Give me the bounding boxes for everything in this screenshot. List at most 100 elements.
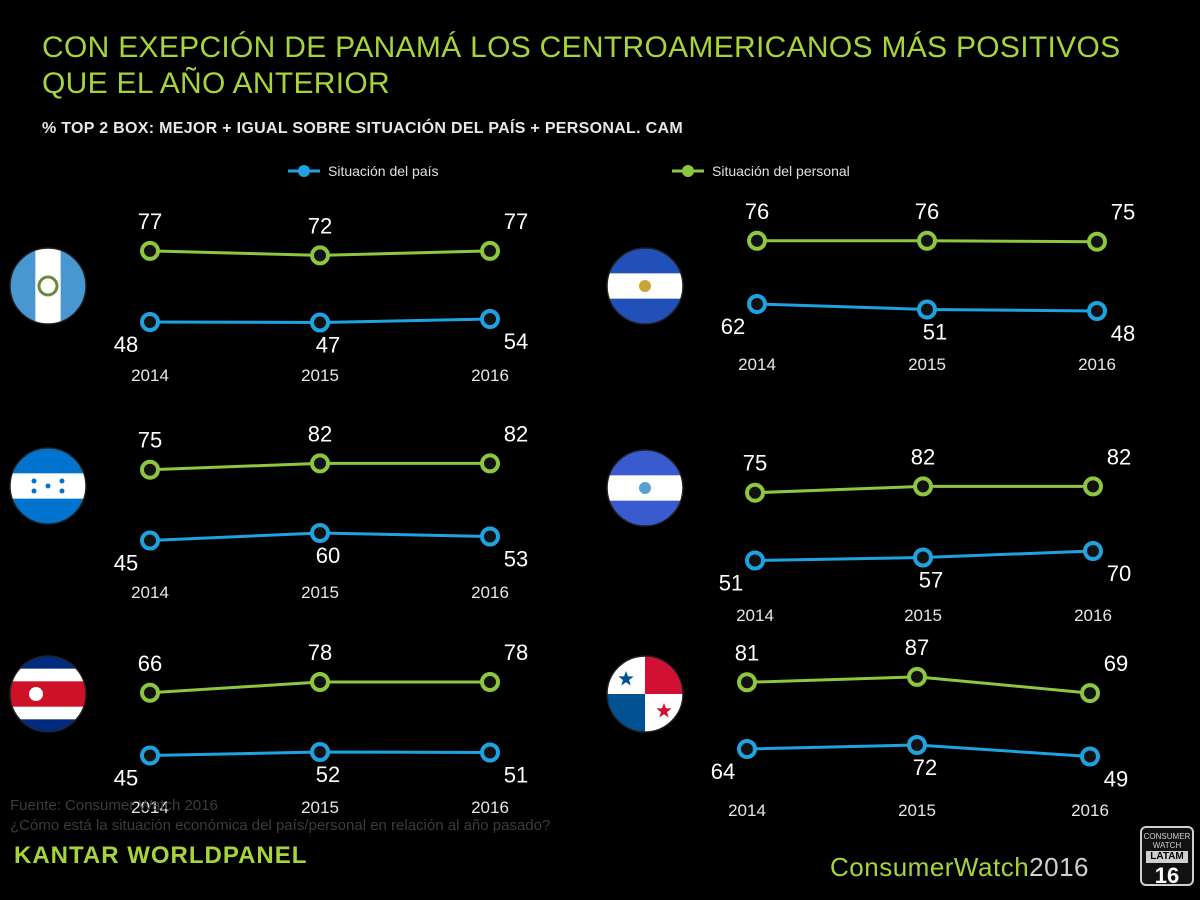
x-tick-label: 2016 [1074, 606, 1112, 625]
x-tick-label: 2014 [728, 801, 766, 820]
data-label-pais: 47 [316, 333, 340, 358]
data-point-personal [140, 240, 160, 261]
data-label-personal: 78 [504, 640, 528, 665]
legend-item-personal: Situación del personal [670, 160, 850, 182]
data-label-personal: 82 [1107, 444, 1131, 469]
data-label-pais: 45 [114, 551, 138, 576]
data-point-pais [480, 526, 500, 547]
data-point-pais [480, 742, 500, 763]
x-tick-label: 2014 [738, 355, 776, 374]
consumerwatch-logo: ConsumerWatch2016 [830, 852, 1089, 883]
data-point-personal [480, 453, 500, 474]
data-point-pais [1087, 301, 1107, 321]
data-label-personal: 77 [138, 209, 162, 234]
data-label-pais: 64 [711, 759, 735, 784]
data-point-pais [747, 294, 767, 314]
legend-label-pais: Situación del país [328, 163, 439, 179]
data-point-pais [907, 735, 927, 755]
data-point-personal [140, 459, 160, 480]
legend-marker-pais [288, 165, 320, 177]
data-point-pais [310, 742, 330, 762]
x-tick-label: 2016 [471, 366, 509, 385]
data-point-pais [140, 312, 160, 332]
data-point-personal [480, 672, 500, 692]
data-point-pais [737, 739, 757, 759]
guatemala-flag [9, 247, 87, 325]
data-label-personal: 72 [308, 213, 332, 238]
x-tick-label: 2014 [736, 606, 774, 625]
data-point-pais [917, 299, 937, 320]
kantar-logo: KANTAR WORLDPANEL [14, 842, 308, 869]
data-label-pais: 51 [504, 763, 528, 788]
data-point-pais [140, 530, 160, 551]
data-label-pais: 45 [114, 766, 138, 791]
data-label-pais: 57 [919, 568, 943, 593]
x-tick-label: 2015 [908, 355, 946, 374]
x-tick-label: 2015 [898, 801, 936, 820]
footer-question: ¿Cómo está la situación económica del pa… [10, 817, 551, 834]
data-point-personal [1083, 476, 1103, 497]
data-label-personal: 76 [915, 199, 939, 224]
data-point-pais [310, 523, 330, 543]
data-label-personal: 82 [911, 444, 935, 469]
chart-subtitle: % TOP 2 BOX: MEJOR + IGUAL SOBRE SITUACI… [42, 120, 683, 137]
x-tick-label: 2014 [131, 798, 169, 817]
data-label-personal: 69 [1104, 651, 1128, 676]
data-point-personal [1087, 231, 1107, 252]
data-label-pais: 49 [1104, 767, 1128, 792]
x-tick-label: 2014 [131, 366, 169, 385]
data-point-pais [1083, 541, 1103, 561]
data-label-pais: 53 [504, 547, 528, 572]
data-label-personal: 75 [1111, 200, 1135, 225]
chart-title: CON EXEPCIÓN DE PANAMÁ LOS CENTROAMERICA… [42, 31, 1121, 100]
legend-item-pais: Situación del país [286, 160, 439, 182]
consumerwatch-year: 2016 [1029, 852, 1089, 882]
nicaragua-flag [606, 449, 684, 527]
x-tick-label: 2015 [301, 583, 339, 602]
data-point-personal [140, 682, 160, 703]
data-label-personal: 82 [504, 421, 528, 446]
data-label-pais: 54 [504, 329, 528, 354]
data-label-pais: 62 [721, 314, 745, 339]
data-label-pais: 70 [1107, 561, 1131, 586]
data-label-personal: 87 [905, 635, 929, 660]
data-point-personal [1080, 683, 1100, 704]
data-label-personal: 81 [735, 640, 759, 665]
footer-source: Fuente: Consumer Watch 2016 [10, 797, 218, 814]
data-label-personal: 77 [504, 209, 528, 234]
x-tick-label: 2016 [471, 583, 509, 602]
x-tick-label: 2016 [1071, 801, 1109, 820]
honduras-flag [9, 447, 87, 525]
data-label-personal: 78 [308, 640, 332, 665]
x-tick-label: 2015 [904, 606, 942, 625]
data-label-pais: 72 [913, 755, 937, 780]
data-label-pais: 51 [719, 571, 743, 596]
data-point-personal [310, 245, 330, 266]
consumerwatch-name: ConsumerWatch [830, 852, 1030, 882]
data-label-pais: 60 [316, 543, 340, 568]
badge-number: 16 [1154, 863, 1180, 888]
latam-badge: CONSUMER WATCH LATAM 16 [1140, 826, 1194, 888]
data-point-personal [737, 672, 757, 693]
x-tick-label: 2015 [301, 798, 339, 817]
badge-mid-text: LATAM [1146, 851, 1188, 863]
panama-flag [606, 655, 684, 733]
data-point-personal [747, 230, 767, 251]
data-point-personal [913, 476, 933, 497]
data-label-personal: 75 [138, 428, 162, 453]
data-point-personal [917, 230, 937, 251]
el-salvador-flag [606, 247, 684, 325]
data-label-personal: 66 [138, 651, 162, 676]
data-label-personal: 76 [745, 199, 769, 224]
data-point-personal [480, 240, 500, 261]
data-label-pais: 51 [923, 320, 947, 345]
data-point-pais [140, 745, 160, 766]
data-point-personal [745, 482, 765, 503]
x-tick-label: 2015 [301, 366, 339, 385]
legend-label-personal: Situación del personal [712, 163, 850, 179]
x-tick-label: 2016 [471, 798, 509, 817]
data-point-personal [310, 672, 330, 692]
data-label-personal: 82 [308, 421, 332, 446]
data-label-pais: 52 [316, 762, 340, 787]
